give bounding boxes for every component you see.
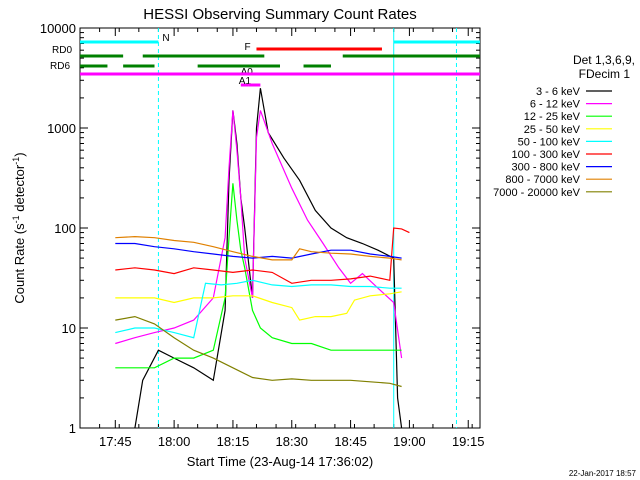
series-line xyxy=(134,88,403,429)
x-tick-label: 18:30 xyxy=(275,434,308,449)
series-line xyxy=(115,291,402,321)
y-tick-label: 10 xyxy=(62,321,76,336)
x-tick-label: 19:00 xyxy=(393,434,426,449)
legend-label: 100 - 300 keV xyxy=(512,149,581,161)
series-line xyxy=(115,315,402,388)
chart-title: HESSI Observing Summary Count Rates xyxy=(143,6,416,23)
footer-timestamp: 22-Jan-2017 18:57 xyxy=(569,469,637,478)
legend-label: 50 - 100 keV xyxy=(518,136,581,148)
legend-label: 800 - 7000 keV xyxy=(505,174,580,186)
legend-label: 3 - 6 keV xyxy=(536,86,581,98)
flag-label: F xyxy=(244,42,250,53)
x-tick-label: 17:45 xyxy=(99,434,132,449)
x-tick-label: 19:15 xyxy=(452,434,485,449)
flag-label: RD0 xyxy=(52,45,72,56)
series-line xyxy=(115,279,402,339)
series-line xyxy=(115,110,403,359)
y-tick-label: 1 xyxy=(69,421,76,436)
flag-label: N xyxy=(162,33,169,44)
y-axis-label-sup2: -1 xyxy=(11,157,21,165)
y-tick-label: 1000 xyxy=(47,121,76,136)
flag-label: RD6 xyxy=(50,61,70,72)
series-line xyxy=(115,235,402,261)
legend-title-2: FDecim 1 xyxy=(579,67,631,81)
legend-title-1: Det 1,3,6,9, xyxy=(573,53,635,67)
y-tick-label: 100 xyxy=(54,221,76,236)
y-axis-label: Count Rate (s-1 detector-1) xyxy=(11,152,27,303)
x-tick-label: 18:45 xyxy=(334,434,367,449)
legend-label: 25 - 50 keV xyxy=(524,124,581,136)
y-tick-labels: 1 10 100 1000 10000 xyxy=(40,21,76,436)
flag-bars: NRD0RD6FA1A0 xyxy=(50,33,480,87)
flag-vertical-lines xyxy=(157,28,457,428)
axis-ticks xyxy=(79,28,480,429)
legend-label: 7000 - 20000 keV xyxy=(493,187,581,199)
x-tick-label: 18:15 xyxy=(217,434,250,449)
series-lines xyxy=(115,88,410,429)
plot-area: NRD0RD6FA1A0 xyxy=(50,27,481,429)
series-line xyxy=(115,183,402,369)
x-axis: 17:45 18:00 18:15 18:30 18:45 19:00 19:15 Star… xyxy=(99,434,484,469)
series-line xyxy=(115,242,402,259)
y-axis-label-main: Count Rate (s xyxy=(12,223,27,304)
x-tick-labels: 17:45 18:00 18:15 18:30 18:45 19:00 19:15 xyxy=(99,434,484,449)
y-tick-label: 10000 xyxy=(40,21,76,36)
y-axis-label-sup1: -1 xyxy=(11,215,21,223)
legend-label: 6 - 12 keV xyxy=(530,99,581,111)
x-axis-label: Start Time (23-Aug-14 17:36:02) xyxy=(187,454,373,469)
y-axis-label-end: ) xyxy=(12,152,27,156)
legend-label: 12 - 25 keV xyxy=(524,111,581,123)
y-axis-label-mid: detector xyxy=(12,164,27,215)
legend-label: 300 - 800 keV xyxy=(512,162,581,174)
flag-label: A1 xyxy=(239,76,252,87)
series-line xyxy=(115,227,410,284)
x-tick-label: 18:00 xyxy=(158,434,191,449)
